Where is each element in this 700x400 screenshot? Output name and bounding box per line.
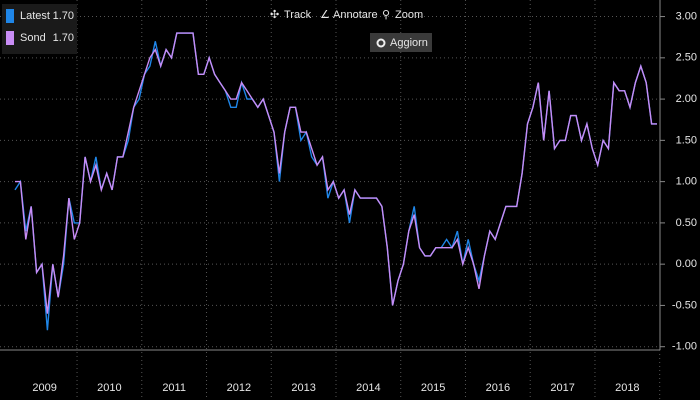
y-tick-label: 3.00 — [676, 10, 697, 22]
x-tick-label: 2014 — [356, 382, 380, 394]
refresh-button[interactable]: Aggiorn — [390, 37, 428, 49]
track-button[interactable]: Track — [284, 9, 312, 21]
x-tick-label: 2010 — [97, 382, 121, 394]
zoom-button[interactable]: Zoom — [395, 9, 423, 21]
toolbar: ✣ Track ∠ Annotare ⚲ Zoom Aggiorn — [270, 9, 432, 52]
y-tick-label: 2.50 — [676, 52, 697, 64]
y-tick-label: 1.00 — [676, 176, 697, 188]
track-icon: ✣ — [270, 9, 279, 21]
annotate-button[interactable]: Annotare — [333, 9, 378, 21]
x-tick-label: 2009 — [32, 382, 56, 394]
y-tick-label: 1.50 — [676, 134, 697, 146]
x-tick-label: 2012 — [227, 382, 251, 394]
x-tick-label: 2016 — [486, 382, 510, 394]
annotate-icon: ∠ — [320, 9, 330, 21]
y-tick-label: 0.50 — [676, 217, 697, 229]
legend-swatch — [6, 9, 14, 23]
x-tick-label: 2017 — [550, 382, 574, 394]
y-tick-label: 2.00 — [676, 93, 697, 105]
x-tick-label: 2015 — [421, 382, 445, 394]
y-tick-label: -1.00 — [672, 341, 697, 353]
legend-value: 1.70 — [53, 32, 74, 44]
refresh-button-bg[interactable] — [370, 33, 432, 52]
legend-value: 1.70 — [53, 10, 74, 22]
legend-label: Latest — [20, 10, 50, 22]
refresh-icon — [376, 38, 386, 48]
y-tick-label: -0.50 — [672, 299, 697, 311]
x-tick-label: 2013 — [291, 382, 315, 394]
x-tick-label: 2018 — [615, 382, 639, 394]
x-tick-label: 2011 — [162, 382, 186, 394]
legend-label: Sond — [20, 32, 46, 44]
series-line — [15, 32, 657, 314]
y-tick-label: 0.00 — [676, 258, 697, 270]
legend-swatch — [6, 31, 14, 45]
legend-box — [2, 4, 77, 54]
zoom-icon: ⚲ — [382, 9, 390, 21]
